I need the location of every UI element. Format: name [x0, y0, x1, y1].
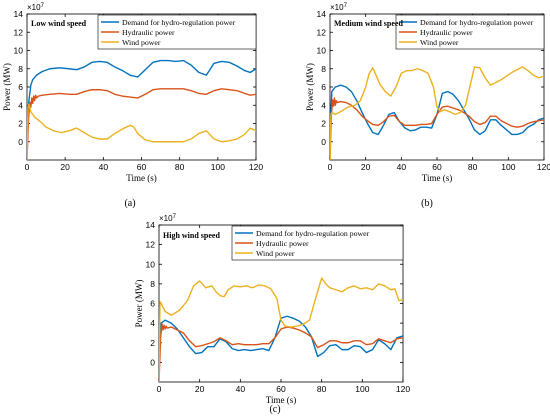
x-tick-label: 120 — [249, 162, 263, 172]
y-tick-label: 10 — [14, 46, 24, 56]
legend-entry: Demand for hydro-regulation power — [122, 18, 236, 27]
x-tick-label: 20 — [195, 384, 205, 394]
y-tick-label: 4 — [321, 100, 326, 110]
y-tick-label: 12 — [14, 27, 24, 37]
x-tick-label: 80 — [317, 384, 327, 394]
x-tick-label: 80 — [468, 162, 478, 172]
x-tick-label: 20 — [60, 162, 70, 172]
series-line-hydraulic — [27, 88, 256, 160]
y-tick-label: 8 — [150, 279, 155, 289]
x-axis-label: Time (s) — [126, 173, 156, 183]
y-exponent-power: 7 — [173, 214, 177, 220]
y-tick-label: 6 — [150, 299, 155, 309]
y-axis-label: Power (MW) — [134, 280, 144, 328]
y-tick-label: 12 — [317, 27, 327, 37]
y-tick-label: 12 — [146, 240, 156, 250]
legend: Demand for hydro-regulation powerHydraul… — [395, 14, 545, 50]
y-axis-label: Power (MW) — [305, 63, 315, 111]
series-line-wind — [330, 66, 544, 160]
y-exponent-label: ×107 — [330, 3, 348, 12]
legend-box — [231, 225, 404, 261]
panel-label: (c) — [269, 404, 280, 415]
chart-panel-b: 0 20 40 60 80 100 120 0 2 4 6 8 10 12 14×107 Time (s) Po… — [305, 3, 550, 209]
x-tick-label: 100 — [211, 162, 225, 172]
y-axis-label: Power (MW) — [2, 63, 12, 111]
x-axis-label: Time (s) — [266, 395, 296, 405]
y-tick-label: 4 — [150, 318, 155, 328]
legend-entry: Wind power — [256, 249, 295, 258]
y-tick-label: 0 — [321, 137, 326, 147]
y-tick-label: 0 — [18, 137, 23, 147]
y-tick-label: 2 — [321, 119, 326, 129]
y-tick-label: 14 — [317, 9, 327, 19]
series-line-wind — [27, 103, 256, 160]
legend-entry: Hydraulic power — [256, 239, 309, 248]
legend-entry: Wind power — [122, 38, 161, 47]
y-tick-label: 2 — [150, 338, 155, 348]
x-axis-label: Time (s) — [422, 173, 452, 183]
x-tick-label: 40 — [236, 384, 246, 394]
chart-panel-c: 0 20 40 60 80 100 120 0 2 4 6 8 10 12 14×107 Time (s) Po… — [134, 214, 410, 415]
x-tick-label: 60 — [432, 162, 442, 172]
x-tick-label: 60 — [276, 384, 286, 394]
x-tick-label: 120 — [396, 384, 410, 394]
series-line-hydraulic — [330, 97, 544, 160]
series-line-hydraulic — [159, 323, 403, 382]
legend-entry: Demand for hydro-regulation power — [256, 229, 370, 238]
x-tick-label: 40 — [397, 162, 407, 172]
series-line-wind — [159, 277, 403, 382]
y-tick-label: 4 — [18, 100, 23, 110]
x-tick-label: 0 — [328, 162, 333, 172]
legend-box — [97, 14, 257, 50]
x-tick-label: 60 — [137, 162, 147, 172]
y-tick-label: 14 — [146, 220, 156, 230]
x-tick-label: 100 — [355, 384, 369, 394]
x-tick-label: 120 — [537, 162, 550, 172]
series-line-demand — [159, 315, 403, 363]
legend-entry: Demand for hydro-regulation power — [420, 18, 534, 27]
y-exponent-power: 7 — [344, 3, 348, 9]
y-tick-label: 10 — [146, 259, 156, 269]
panel-label: (a) — [124, 198, 135, 209]
series-line-demand — [27, 59, 256, 142]
legend-box — [395, 14, 545, 50]
legend-entry: Wind power — [420, 38, 459, 47]
panel-label: (b) — [421, 198, 433, 209]
y-exponent-label: ×107 — [27, 3, 45, 12]
y-tick-label: 8 — [18, 64, 23, 74]
y-tick-label: 6 — [18, 82, 23, 92]
x-tick-label: 0 — [157, 384, 162, 394]
chart-panel-a: 0 20 40 60 80 100 120 0 2 4 6 8 10 12 14×107 Time (s) Po… — [2, 3, 263, 209]
legend: Demand for hydro-regulation powerHydraul… — [97, 14, 257, 50]
x-tick-label: 0 — [25, 162, 30, 172]
chart-title: Medium wind speed — [334, 19, 403, 28]
y-tick-label: 8 — [321, 64, 326, 74]
legend-entry: Hydraulic power — [420, 28, 473, 37]
legend: Demand for hydro-regulation powerHydraul… — [231, 225, 404, 261]
x-tick-label: 80 — [175, 162, 185, 172]
chart-title: High wind speed — [163, 231, 220, 240]
x-tick-label: 100 — [501, 162, 515, 172]
y-tick-label: 10 — [317, 46, 327, 56]
y-tick-label: 0 — [150, 357, 155, 367]
x-tick-label: 40 — [99, 162, 109, 172]
y-tick-label: 14 — [14, 9, 24, 19]
series-line-demand — [330, 84, 544, 142]
legend-entry: Hydraulic power — [122, 28, 175, 37]
y-exponent-power: 7 — [41, 3, 45, 9]
y-exponent-label: ×107 — [159, 214, 177, 223]
y-tick-label: 2 — [18, 119, 23, 129]
x-tick-label: 20 — [361, 162, 371, 172]
chart-title: Low wind speed — [31, 19, 87, 28]
y-tick-label: 6 — [321, 82, 326, 92]
